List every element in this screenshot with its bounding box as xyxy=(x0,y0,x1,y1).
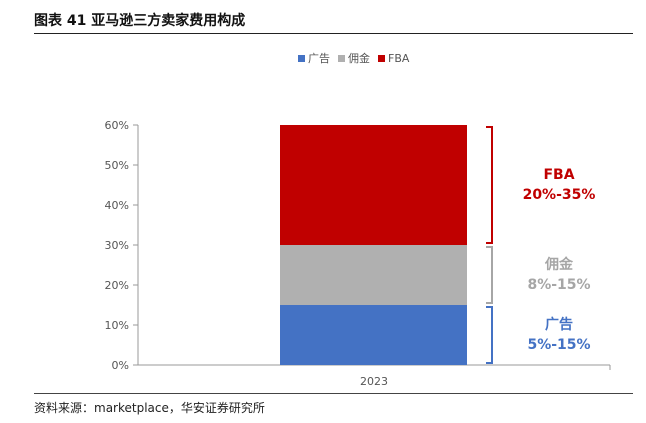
y-tick-label-1: 10% xyxy=(105,319,129,332)
annotation-range-1: 8%-15% xyxy=(527,277,590,293)
source-note: 资料来源：marketplace，华安证券研究所 xyxy=(34,401,265,415)
bar-segment-FBA xyxy=(280,125,467,245)
legend-swatch-2 xyxy=(378,55,385,62)
y-tick-label-3: 30% xyxy=(105,239,129,252)
legend-swatch-0 xyxy=(298,55,305,62)
bar-segment-广告 xyxy=(280,305,467,365)
x-tick-label-0: 2023 xyxy=(360,375,388,388)
y-tick-label-2: 20% xyxy=(105,279,129,292)
legend-label-1: 佣金 xyxy=(348,51,370,65)
y-tick-label-6: 60% xyxy=(105,119,129,132)
y-tick-label-4: 40% xyxy=(105,199,129,212)
legend-label-2: FBA xyxy=(388,52,410,65)
annotation-label-1: 佣金 xyxy=(544,256,574,273)
bracket-1 xyxy=(486,246,493,304)
bar-segment-佣金 xyxy=(280,245,467,305)
y-tick-label-0: 0% xyxy=(112,359,129,372)
annotation-range-2: 5%-15% xyxy=(527,337,590,353)
bracket-0 xyxy=(486,126,493,244)
title-rule xyxy=(34,33,633,34)
figure-title: 图表 41 亚马逊三方卖家费用构成 xyxy=(34,13,246,29)
annotation-label-0: FBA xyxy=(543,167,574,183)
bracket-2 xyxy=(486,306,493,364)
legend-swatch-1 xyxy=(338,55,345,62)
legend-label-0: 广告 xyxy=(308,52,330,65)
annotation-range-0: 20%-35% xyxy=(523,187,596,203)
y-tick-label-5: 50% xyxy=(105,159,129,172)
source-rule xyxy=(34,393,633,394)
annotation-label-2: 广告 xyxy=(545,316,573,333)
